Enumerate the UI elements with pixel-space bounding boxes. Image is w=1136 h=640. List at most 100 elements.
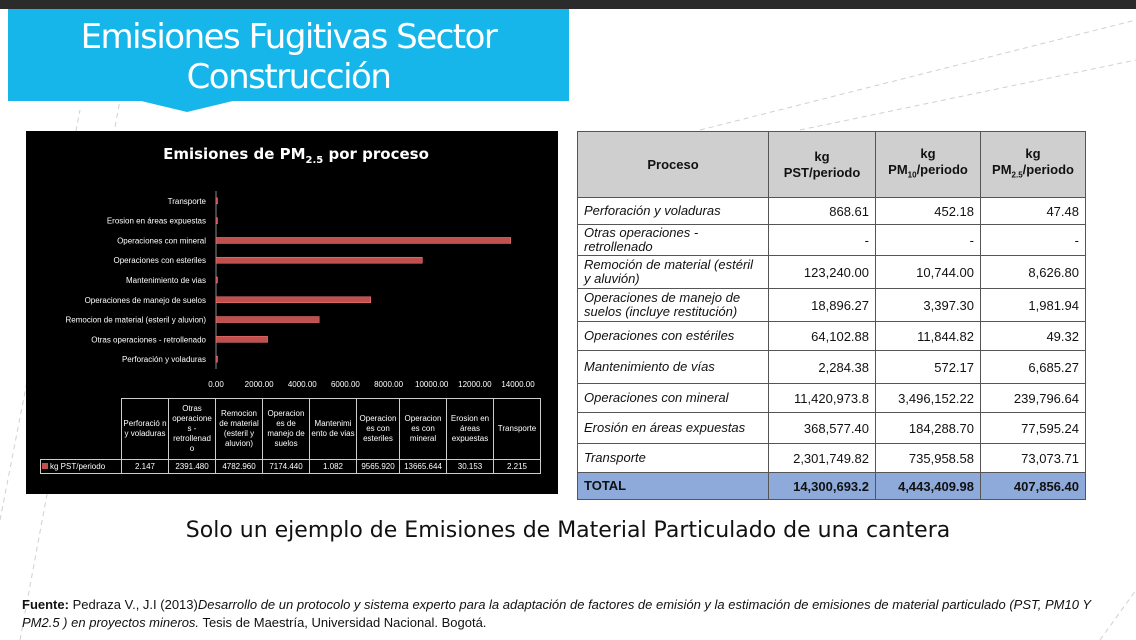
process-cell: Mantenimiento de vías bbox=[577, 350, 769, 384]
value-cell: 8,626.80 bbox=[980, 255, 1086, 289]
bar bbox=[215, 217, 218, 224]
x-tick-label: 8000.00 bbox=[374, 380, 403, 389]
data-table-header: Operacion es con mineral bbox=[399, 398, 447, 460]
title-pointer bbox=[137, 100, 237, 112]
x-tick-label: 14000.00 bbox=[501, 380, 535, 389]
process-cell: Erosión en áreas expuestas bbox=[577, 412, 769, 444]
value-cell: 735,958.58 bbox=[875, 443, 981, 473]
value-cell: 452.18 bbox=[875, 197, 981, 225]
x-tick-label: 2000.00 bbox=[245, 380, 274, 389]
value-cell: 2,284.38 bbox=[768, 350, 876, 384]
emissions-table: Proceso kg PST/periodo kg PM10/periodo kg P… bbox=[577, 131, 1086, 500]
category-label: Operaciones de manejo de suelos bbox=[85, 296, 206, 305]
data-table-header: Transporte bbox=[493, 398, 541, 460]
x-tick-label: 4000.00 bbox=[288, 380, 317, 389]
table-row: Operaciones con estériles 64,102.88 11,844… bbox=[577, 321, 1086, 351]
bar-chart: Perforación y voladuras Otras operaciones… bbox=[66, 191, 535, 389]
data-table-value: 2.215 bbox=[493, 459, 541, 474]
total-value: 407,856.40 bbox=[980, 472, 1086, 500]
source-title-tail: en proyectos mineros. bbox=[71, 615, 200, 630]
category-label: Perforación y voladuras bbox=[122, 355, 206, 364]
data-table-header: Remocion de material (esteril y aluvion) bbox=[215, 398, 263, 460]
legend-swatch bbox=[42, 462, 48, 469]
bar bbox=[215, 336, 268, 343]
data-table-legend: kg PST/periodo bbox=[40, 459, 122, 474]
value-cell: 77,595.24 bbox=[980, 412, 1086, 444]
value-cell: 73,073.71 bbox=[980, 443, 1086, 473]
source-citation: Fuente: Pedraza V., J.I (2013)Desarrollo… bbox=[22, 596, 1112, 632]
category-label: Erosion en áreas expuestas bbox=[107, 217, 206, 226]
value-cell: 3,397.30 bbox=[875, 288, 981, 322]
table-row: Transporte 2,301,749.82 735,958.58 73,073.7… bbox=[577, 443, 1086, 473]
slide-caption: Solo un ejemplo de Emisiones de Material… bbox=[185, 518, 951, 543]
chart-panel: Emisiones de PM2.5 por proceso Perforaci… bbox=[26, 131, 558, 494]
bar bbox=[215, 355, 218, 363]
value-cell: 2,301,749.82 bbox=[768, 443, 876, 473]
col-header-proceso-text: Proceso bbox=[647, 156, 699, 172]
total-row: TOTAL 14,300,693.2 4,443,409.98 407,856.40 bbox=[577, 472, 1086, 500]
total-value: 14,300,693.2 bbox=[768, 472, 876, 500]
value-cell: 6,685.27 bbox=[980, 350, 1086, 384]
process-cell: Operaciones con estériles bbox=[577, 321, 769, 351]
value-cell: 18,896.27 bbox=[768, 288, 876, 322]
bar bbox=[215, 316, 320, 323]
process-cell: Perforación y voladuras bbox=[577, 197, 769, 225]
legend-label: kg PST/periodo bbox=[50, 461, 106, 471]
chart-data-table: Perforació n y voladuras Otras operacione… bbox=[40, 398, 541, 474]
value-cell: 11,844.82 bbox=[875, 321, 981, 351]
x-tick-label: 0.00 bbox=[208, 380, 224, 389]
value-cell: 11,420,973.8 bbox=[768, 383, 876, 413]
data-table-header: Operacion es con esteriles bbox=[356, 398, 400, 460]
data-table-value: 30.153 bbox=[446, 459, 494, 474]
data-table-value: 7174.440 bbox=[262, 459, 310, 474]
col-header-pm10: kg PM10/periodo bbox=[875, 131, 981, 198]
x-tick-label: 12000.00 bbox=[458, 380, 492, 389]
slide-title-line2: Construcción bbox=[186, 57, 392, 97]
table-row: Operaciones con mineral 11,420,973.8 3,496… bbox=[577, 383, 1086, 413]
category-label: Operaciones con mineral bbox=[117, 236, 206, 245]
slide-title-line1: Emisiones Fugitivas Sector bbox=[80, 17, 498, 57]
value-cell: 572.17 bbox=[875, 350, 981, 384]
value-cell: - bbox=[768, 224, 876, 256]
bar bbox=[215, 256, 423, 264]
value-cell: 10,744.00 bbox=[875, 255, 981, 289]
value-cell: 239,796.64 bbox=[980, 383, 1086, 413]
process-cell: Remoción de material (estéril y aluvión) bbox=[577, 255, 769, 289]
data-table-header: Perforació n y voladuras bbox=[121, 398, 169, 460]
process-cell: Otras operaciones - retrollenado bbox=[577, 224, 769, 256]
data-table-header: Mantenimi ento de vias bbox=[309, 398, 357, 460]
total-label: TOTAL bbox=[577, 472, 769, 500]
bar bbox=[215, 276, 218, 284]
category-label: Mantenimiento de vias bbox=[126, 276, 206, 285]
source-rest: Tesis de Maestría, Universidad Nacional.… bbox=[202, 615, 487, 630]
total-value: 4,443,409.98 bbox=[875, 472, 981, 500]
source-authors: Pedraza V., J.I (2013) bbox=[72, 597, 198, 612]
chart-title-text: Emisiones de PM bbox=[163, 145, 306, 163]
process-cell: Operaciones con mineral bbox=[577, 383, 769, 413]
data-table-corner bbox=[41, 399, 122, 460]
chart-title-sub: 2.5 bbox=[305, 155, 324, 166]
value-cell: 47.48 bbox=[980, 197, 1086, 225]
data-table-header: Operacion es de manejo de suelos bbox=[262, 398, 310, 460]
process-cell: Transporte bbox=[577, 443, 769, 473]
top-bar bbox=[0, 0, 1136, 9]
category-label: Transporte bbox=[168, 197, 207, 206]
value-cell: - bbox=[980, 224, 1086, 256]
source-label: Fuente: bbox=[22, 597, 69, 612]
value-cell: 868.61 bbox=[768, 197, 876, 225]
value-cell: 123,240.00 bbox=[768, 255, 876, 289]
data-table-value: 13665.644 bbox=[399, 459, 447, 474]
col-header-pm25: kg PM2.5/periodo bbox=[980, 131, 1086, 198]
value-cell: 184,288.70 bbox=[875, 412, 981, 444]
process-cell: Operaciones de manejo de suelos (incluye… bbox=[577, 288, 769, 322]
category-label: Otras operaciones - retrollenado bbox=[91, 335, 206, 344]
table-row: Otras operaciones - retrollenado - - - bbox=[577, 224, 1086, 256]
data-table-value: 1.082 bbox=[309, 459, 357, 474]
table-row: Perforación y voladuras 868.61 452.18 47.48 bbox=[577, 197, 1086, 225]
source-title: Desarrollo de un protocolo y sistema exp… bbox=[22, 597, 1091, 630]
bar bbox=[215, 296, 372, 304]
table-row: Erosión en áreas expuestas 368,577.40 184,… bbox=[577, 412, 1086, 444]
value-cell: 49.32 bbox=[980, 321, 1086, 351]
data-table-header: Erosion en áreas expuestas bbox=[446, 398, 494, 460]
table-row: Mantenimiento de vías 2,284.38 572.17 6,685… bbox=[577, 350, 1086, 384]
